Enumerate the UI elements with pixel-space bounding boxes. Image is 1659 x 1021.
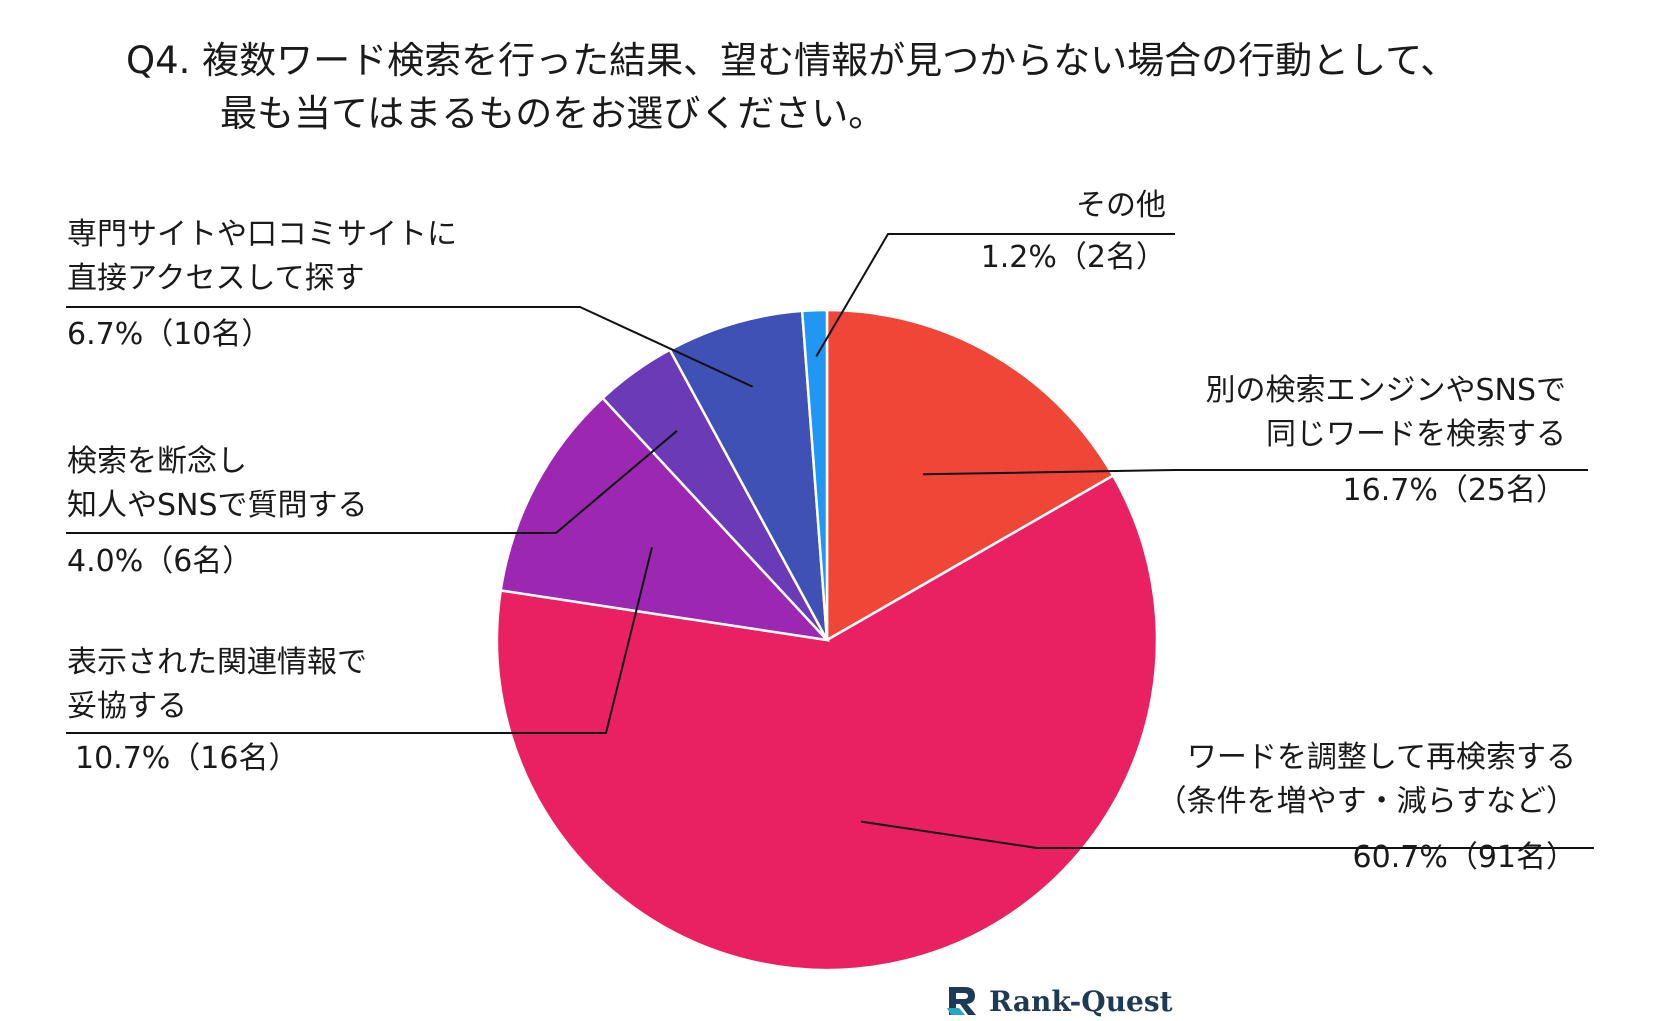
slice-label-text: 同じワードを検索する xyxy=(1266,417,1566,452)
slice-label-text: 別の検索エンジンやSNSで xyxy=(1205,373,1566,408)
chart-title-line-1: Q4. 複数ワード検索を行った結果、望む情報が見つからない場合の行動として、 xyxy=(126,39,1458,82)
pie-slice-4 xyxy=(668,309,829,641)
slice-label-text: その他 xyxy=(1076,188,1166,223)
slice-label-text: 専門サイトや口コミサイトに xyxy=(67,217,457,252)
slice-label-text: 検索を断念し xyxy=(67,444,247,479)
slice-value-label: 4.0%（6名） xyxy=(67,544,253,579)
slice-label-direct-access: 専門サイトや口コミサイトに 直接アクセスして探す 6.7%（10名） xyxy=(67,213,457,357)
slice-label-text: 知人やSNSで質問する xyxy=(67,488,368,523)
leader-line-4 xyxy=(66,306,754,388)
slice-value-label: 6.7%（10名） xyxy=(67,317,272,352)
slice-label-compromise: 表示された関連情報で 妥協する 10.7%（16名） xyxy=(67,641,367,781)
pie-slice-2 xyxy=(499,396,831,642)
slice-label-text: 表示された関連情報で xyxy=(67,645,367,680)
leader-line-5 xyxy=(815,233,1175,357)
pie-slice-5 xyxy=(800,308,829,641)
slice-label-other-engine: 別の検索エンジンやSNSで 同じワードを検索する 16.7%（25名） xyxy=(1205,369,1566,513)
leader-line-1 xyxy=(860,820,1594,849)
slice-label-text: ワードを調整して再検索する xyxy=(1186,740,1576,775)
slice-label-text: 直接アクセスして探す xyxy=(67,261,365,296)
slice-value-label: 60.7%（91名） xyxy=(1352,840,1576,875)
logo-icon xyxy=(947,987,976,1015)
slice-label-give-up-ask: 検索を断念し 知人やSNSで質問する 4.0%（6名） xyxy=(67,440,368,584)
logo-text: Rank-Quest xyxy=(989,984,1173,1018)
slice-value-label: 16.7%（25名） xyxy=(1342,473,1566,508)
chart-title-line-2: 最も当てはまるものをお選びください。 xyxy=(220,92,886,135)
rank-quest-logo: Rank-Quest xyxy=(945,983,1173,1019)
leader-line-3 xyxy=(66,430,678,534)
slice-label-other: その他 1.2%（2名） xyxy=(981,184,1166,280)
pie-slice-1 xyxy=(495,473,1159,972)
slice-value-label: 10.7%（16名） xyxy=(75,741,299,776)
slice-label-text: 妥協する xyxy=(67,689,187,724)
slice-value-label: 1.2%（2名） xyxy=(980,240,1166,275)
slice-label-text: （条件を増やす・減らすなど） xyxy=(1156,784,1576,819)
slice-label-adjust-words: ワードを調整して再検索する （条件を増やす・減らすなど） 60.7%（91名） xyxy=(1157,736,1576,880)
pie-slice-0 xyxy=(825,308,1115,643)
leader-line-2 xyxy=(66,547,653,734)
leader-line-0 xyxy=(922,469,1588,476)
